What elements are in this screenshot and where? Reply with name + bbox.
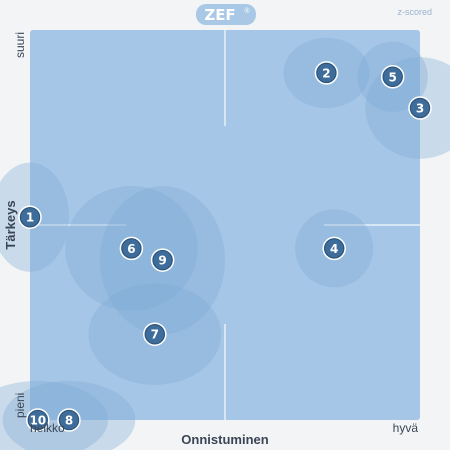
point-5-dot bbox=[380, 65, 405, 89]
point-9-label: 9 bbox=[158, 254, 166, 268]
point-10-label: 10 bbox=[29, 414, 46, 428]
point-10-marker[interactable]: 10 bbox=[26, 408, 50, 432]
point-5-marker[interactable]: 5 bbox=[380, 65, 405, 89]
point-5-ring bbox=[382, 66, 403, 87]
point-10-ellipse bbox=[0, 381, 108, 450]
point-1-dot bbox=[18, 205, 42, 229]
point-6-ring bbox=[121, 238, 142, 259]
point-4-ring bbox=[324, 238, 345, 259]
point-3-marker[interactable]: 3 bbox=[408, 96, 432, 120]
point-2-ring bbox=[316, 62, 337, 83]
x-axis-low-label: heikko bbox=[30, 421, 65, 435]
point-3-ring bbox=[410, 98, 430, 118]
point-6-dot bbox=[119, 236, 144, 261]
zef-logo-mark: ® bbox=[244, 7, 250, 15]
point-4-marker[interactable]: 4 bbox=[322, 236, 346, 261]
y-axis-high-label: suuri bbox=[13, 32, 27, 58]
point-2-label: 2 bbox=[322, 66, 330, 80]
point-1-label: 1 bbox=[26, 211, 34, 225]
zef-logo-text: ZEF bbox=[204, 6, 235, 24]
point-9-ring bbox=[152, 250, 173, 271]
point-4-label: 4 bbox=[330, 242, 338, 256]
point-7-ring bbox=[144, 324, 165, 345]
point-5-label: 5 bbox=[389, 70, 397, 84]
point-8-marker[interactable]: 8 bbox=[57, 408, 81, 432]
point-8-dot bbox=[57, 408, 81, 432]
point-1-marker[interactable]: 1 bbox=[18, 205, 42, 229]
point-6-marker[interactable]: 6 bbox=[119, 236, 144, 261]
point-6-label: 6 bbox=[127, 242, 135, 256]
plot-area bbox=[30, 30, 420, 420]
quadrant-dividers bbox=[30, 30, 420, 420]
point-7-marker[interactable]: 7 bbox=[143, 322, 167, 346]
point-1-ring bbox=[20, 207, 40, 228]
point-3-dot bbox=[408, 96, 432, 120]
x-axis-high-label: hyvä bbox=[393, 421, 419, 435]
point-4-dot bbox=[322, 236, 346, 261]
y-axis-low-label: pieni bbox=[13, 393, 27, 418]
point-9-marker[interactable]: 9 bbox=[150, 248, 175, 272]
point-2-dot bbox=[314, 61, 339, 85]
point-7-label: 7 bbox=[151, 328, 159, 342]
point-2-marker[interactable]: 2 bbox=[314, 61, 339, 85]
zef-logo: ZEF ® bbox=[196, 4, 256, 25]
point-9-dot bbox=[150, 248, 175, 272]
point-10-ring bbox=[27, 410, 48, 430]
point-8-label: 8 bbox=[65, 414, 73, 428]
point-8-ring bbox=[59, 410, 79, 430]
point-markers: 1 2 3 4 5 6 7 8 9 10 bbox=[18, 61, 432, 432]
point-10-dot bbox=[26, 408, 50, 432]
scoring-mode-label: z-scored bbox=[397, 7, 432, 17]
x-axis-title: Onnistuminen bbox=[181, 432, 268, 447]
point-7-dot bbox=[143, 322, 167, 346]
y-axis-title: Tärkeys bbox=[3, 200, 18, 249]
point-3-label: 3 bbox=[416, 102, 424, 116]
